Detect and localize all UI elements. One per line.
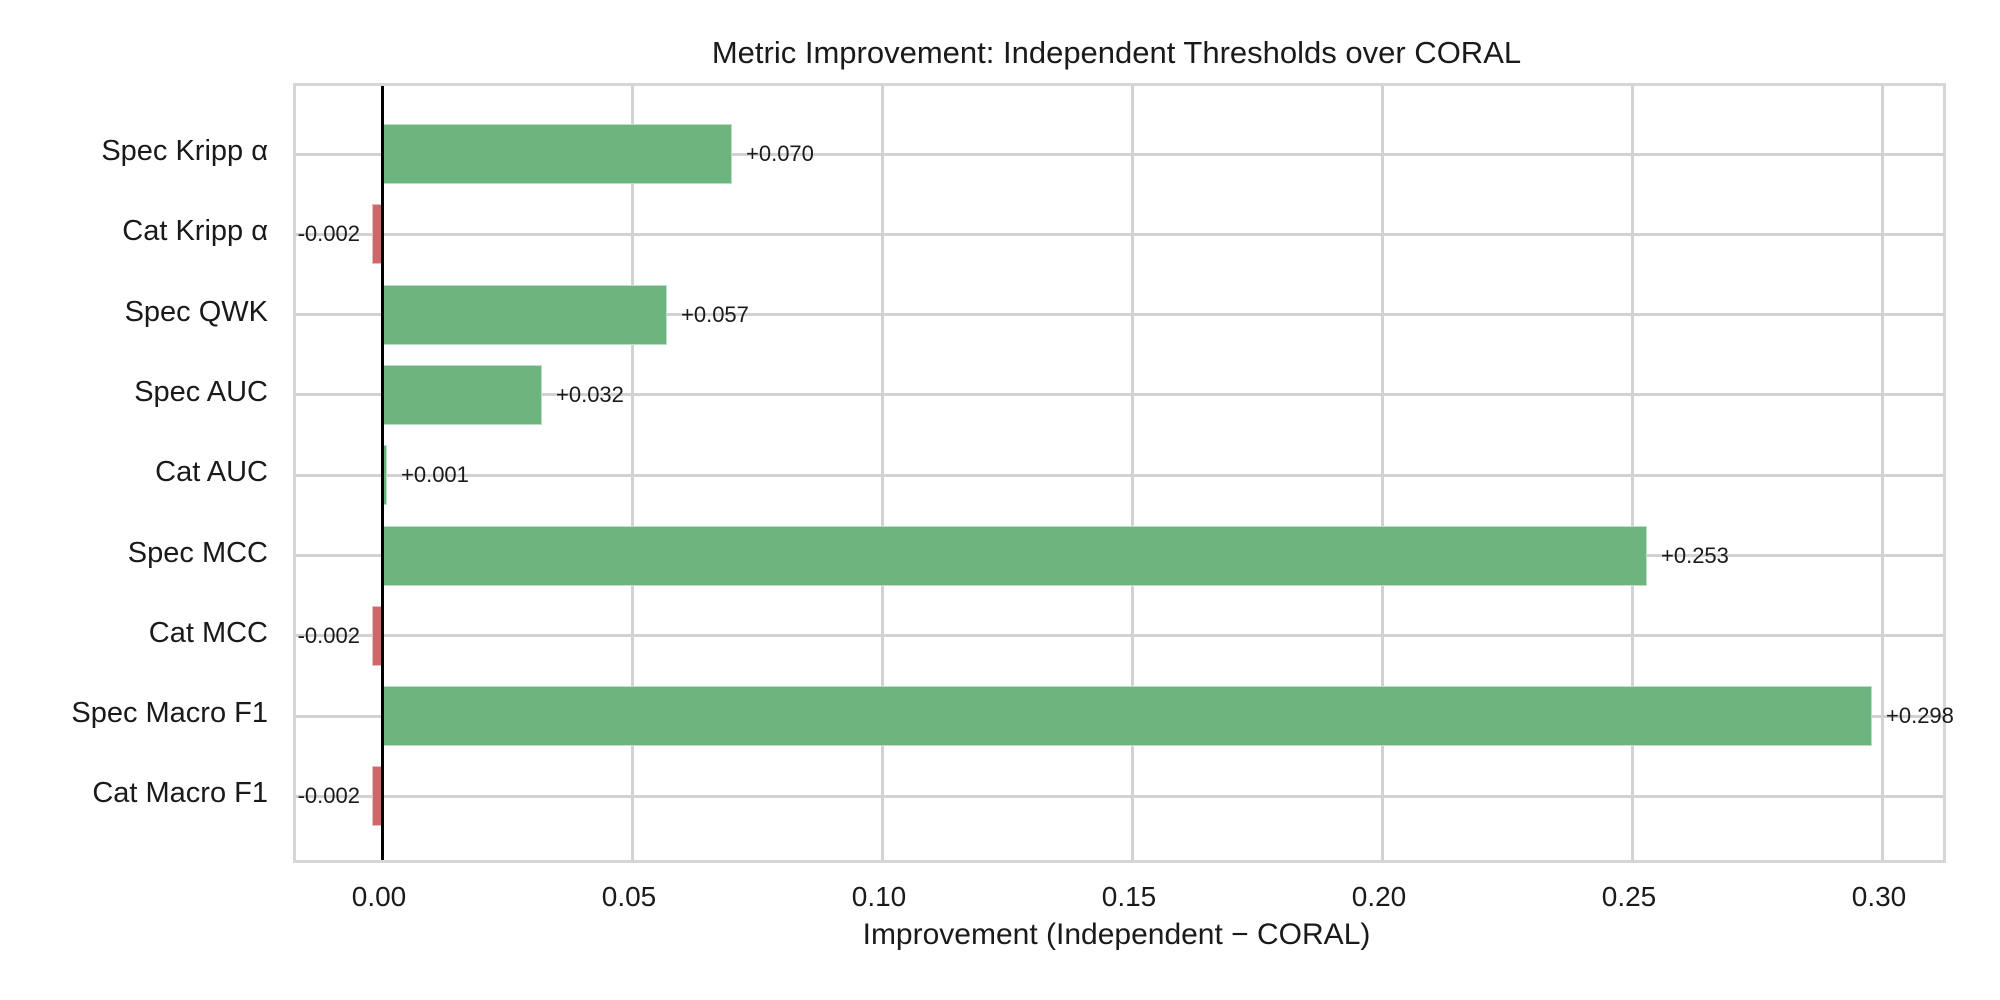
y-gridline <box>296 313 1943 317</box>
y-tick-label-cat-auc: Cat AUC <box>155 456 268 489</box>
y-gridline <box>296 232 1943 236</box>
bar-value-label: +0.032 <box>556 381 624 407</box>
x-gridline <box>1380 86 1384 860</box>
x-tick-label-0.30: 0.30 <box>1851 881 1907 912</box>
bar-value-label: +0.298 <box>1886 703 1954 729</box>
x-tick-label-0.25: 0.25 <box>1601 881 1657 912</box>
x-axis-label: Improvement (Independent − CORAL) <box>862 918 1371 951</box>
x-tick-label-0.00: 0.00 <box>351 881 407 912</box>
y-gridline <box>296 152 1943 156</box>
bar-spec-mcc <box>382 525 1647 586</box>
bar-value-label: -0.002 <box>297 783 360 809</box>
bar-spec-macro-f1 <box>382 686 1872 747</box>
bar-value-label: +0.253 <box>1661 542 1729 568</box>
x-gridline <box>1630 86 1634 860</box>
x-tick-label-0.10: 0.10 <box>851 881 907 912</box>
x-tick-label-0.05: 0.05 <box>601 881 657 912</box>
x-tick-label-0.20: 0.20 <box>1351 881 1407 912</box>
x-gridline <box>1880 86 1884 860</box>
plot-area: +0.070 -0.002 +0.057 +0.032 +0.001 +0.253 -0.0… <box>293 83 1954 863</box>
y-tick-label-spec-auc: Spec AUC <box>134 375 268 408</box>
y-tick-label-cat-mcc: Cat MCC <box>148 616 268 649</box>
y-tick-label-spec-mcc: Spec MCC <box>127 536 268 569</box>
y-gridline <box>296 393 1943 397</box>
y-tick-label-spec-qwk: Spec QWK <box>124 295 268 328</box>
chart-title: Metric Improvement: Independent Threshol… <box>711 35 1522 70</box>
y-gridline <box>296 794 1943 798</box>
y-tick-label-cat-macro-f1: Cat Macro F1 <box>92 777 268 810</box>
x-gridline <box>1130 86 1134 860</box>
bar-spec-qwk <box>382 284 667 345</box>
y-gridline <box>296 634 1943 638</box>
x-gridline <box>880 86 884 860</box>
bar-spec-kripp- <box>382 124 732 184</box>
bar-value-label: -0.002 <box>297 221 360 247</box>
bar-value-label: +0.057 <box>681 301 749 327</box>
bar-value-label: +0.001 <box>401 462 469 488</box>
zero-axis-line <box>380 86 384 860</box>
x-tick-label-0.15: 0.15 <box>1101 881 1157 912</box>
bar-value-label: +0.070 <box>746 141 814 166</box>
y-tick-label-spec-macro-f1: Spec Macro F1 <box>71 697 268 730</box>
x-gridline <box>630 86 634 860</box>
y-tick-label-cat-kripp-: Cat Kripp α <box>122 215 268 248</box>
bar-value-label: -0.002 <box>297 622 360 648</box>
bar-spec-auc <box>382 364 542 425</box>
y-gridline <box>296 473 1943 477</box>
y-tick-label-spec-kripp-: Spec Kripp α <box>101 135 268 167</box>
